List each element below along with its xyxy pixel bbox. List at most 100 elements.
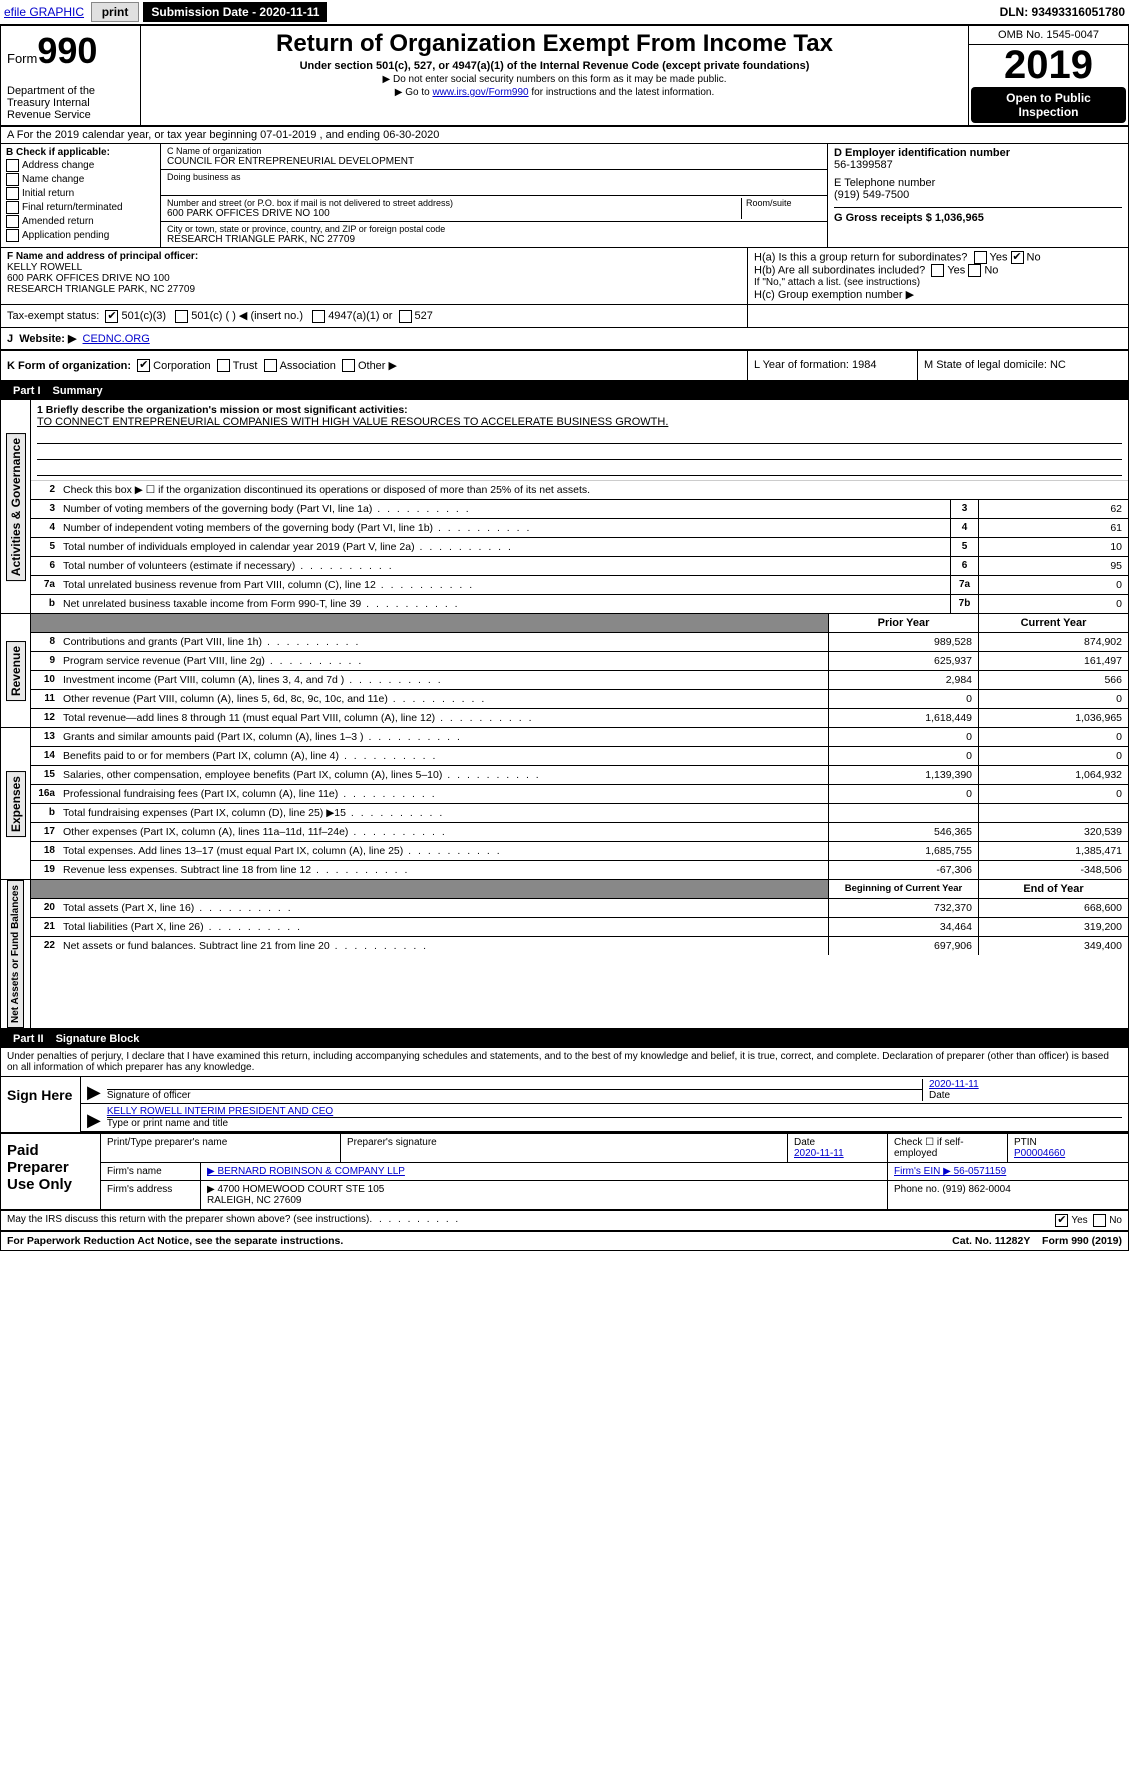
f-label: F Name and address of principal officer: bbox=[7, 251, 741, 262]
tax-year: 2019 bbox=[969, 45, 1128, 85]
hdr-prior: Prior Year bbox=[828, 614, 978, 632]
form-990: Form990 Department of the Treasury Inter… bbox=[0, 25, 1129, 1251]
name-label: C Name of organization bbox=[167, 146, 821, 156]
rev-col-hdr: Prior Year Current Year bbox=[31, 614, 1128, 633]
data-line: 20Total assets (Part X, line 16)732,3706… bbox=[31, 899, 1128, 918]
data-line: 9Program service revenue (Part VIII, lin… bbox=[31, 652, 1128, 671]
open-inspection: Open to Public Inspection bbox=[971, 87, 1126, 123]
chk-corp[interactable] bbox=[137, 359, 150, 372]
gov-line: 5Total number of individuals employed in… bbox=[31, 538, 1128, 557]
discuss-yes[interactable] bbox=[1055, 1214, 1068, 1227]
gov-line: 7aTotal unrelated business revenue from … bbox=[31, 576, 1128, 595]
hb: H(b) Are all subordinates included? Yes … bbox=[754, 264, 1122, 277]
firm-city: RALEIGH, NC 27609 bbox=[207, 1195, 302, 1206]
vtab-gov: Activities & Governance bbox=[6, 433, 26, 581]
form-header: Form990 Department of the Treasury Inter… bbox=[1, 26, 1128, 127]
col-b: B Check if applicable: Address change Na… bbox=[1, 144, 161, 247]
chk-pending[interactable]: Application pending bbox=[6, 229, 155, 242]
sig-date[interactable]: 2020-11-11 bbox=[929, 1079, 979, 1090]
mission-text: TO CONNECT ENTREPRENEURIAL COMPANIES WIT… bbox=[37, 416, 1122, 428]
col-c: C Name of organization COUNCIL FOR ENTRE… bbox=[161, 144, 828, 247]
data-line: 17Other expenses (Part IX, column (A), l… bbox=[31, 823, 1128, 842]
mission-block: 1 Briefly describe the organization's mi… bbox=[31, 400, 1128, 481]
website-link[interactable]: CEDNC.ORG bbox=[83, 333, 150, 345]
prep-date[interactable]: 2020-11-11 bbox=[794, 1148, 844, 1159]
cat-no: Cat. No. 11282Y bbox=[952, 1235, 1030, 1247]
k-label: K Form of organization: bbox=[7, 360, 131, 372]
ptin[interactable]: P00004660 bbox=[1014, 1148, 1065, 1159]
hdr-end: End of Year bbox=[978, 880, 1128, 898]
form-subtitle: Under section 501(c), 527, or 4947(a)(1)… bbox=[149, 60, 960, 72]
data-line: 14Benefits paid to or for members (Part … bbox=[31, 747, 1128, 766]
firm-addr: ▶ 4700 HOMEWOOD COURT STE 105 bbox=[207, 1184, 384, 1195]
part1-title: Summary bbox=[53, 385, 103, 397]
note2-pre: ▶ Go to bbox=[395, 87, 433, 98]
data-line: 13Grants and similar amounts paid (Part … bbox=[31, 728, 1128, 747]
mission-label: 1 Briefly describe the organization's mi… bbox=[37, 404, 1122, 416]
phone-label: E Telephone number bbox=[834, 177, 935, 189]
gov-line: 4Number of independent voting members of… bbox=[31, 519, 1128, 538]
sign-here-row: Sign Here ▶ Signature of officer 2020-11… bbox=[1, 1077, 1128, 1133]
sig-arrow-icon: ▶ bbox=[87, 1083, 101, 1101]
firm-addr-lbl: Firm's address bbox=[101, 1181, 201, 1209]
data-line: 16aProfessional fundraising fees (Part I… bbox=[31, 785, 1128, 804]
chk-trust[interactable] bbox=[217, 359, 230, 372]
chk-amended[interactable]: Amended return bbox=[6, 215, 155, 228]
block-bcd: B Check if applicable: Address change Na… bbox=[1, 144, 1128, 248]
chk-501c3[interactable] bbox=[105, 310, 118, 323]
data-line: 21Total liabilities (Part X, line 26)34,… bbox=[31, 918, 1128, 937]
data-line: 12Total revenue—add lines 8 through 11 (… bbox=[31, 709, 1128, 727]
section-netassets: Net Assets or Fund Balances Beginning of… bbox=[1, 880, 1128, 1030]
lbl-501c: 501(c) ( ) ◀ (insert no.) bbox=[191, 310, 303, 322]
data-line: 10Investment income (Part VIII, column (… bbox=[31, 671, 1128, 690]
part1-label: Part I bbox=[7, 385, 47, 397]
self-emp: Check ☐ if self-employed bbox=[888, 1134, 1008, 1162]
ha: H(a) Is this a group return for subordin… bbox=[754, 251, 1122, 264]
firm-ein[interactable]: Firm's EIN ▶ 56-0571159 bbox=[894, 1166, 1006, 1177]
sign-here-label: Sign Here bbox=[1, 1077, 81, 1132]
form-ref: Form 990 (2019) bbox=[1042, 1235, 1122, 1247]
data-line: 15Salaries, other compensation, employee… bbox=[31, 766, 1128, 785]
year-formation: L Year of formation: 1984 bbox=[748, 351, 918, 381]
city-label: City or town, state or province, country… bbox=[167, 224, 821, 234]
chk-name[interactable]: Name change bbox=[6, 173, 155, 186]
print-button[interactable]: print bbox=[91, 2, 140, 22]
prep-sig-hdr: Preparer's signature bbox=[341, 1134, 788, 1162]
note2-post: for instructions and the latest informat… bbox=[529, 87, 715, 98]
chk-initial[interactable]: Initial return bbox=[6, 187, 155, 200]
chk-address[interactable]: Address change bbox=[6, 159, 155, 172]
firm-name[interactable]: ▶ BERNARD ROBINSON & COMPANY LLP bbox=[207, 1166, 405, 1177]
part2-header: Part II Signature Block bbox=[1, 1030, 1128, 1048]
chk-501c[interactable] bbox=[175, 310, 188, 323]
row-tax-exempt: Tax-exempt status: 501(c)(3) 501(c) ( ) … bbox=[1, 305, 1128, 328]
row-a: A For the 2019 calendar year, or tax yea… bbox=[1, 127, 1128, 144]
efile-link[interactable]: efile GRAPHIC bbox=[4, 5, 84, 19]
state-domicile: M State of legal domicile: NC bbox=[918, 351, 1128, 381]
dba-label: Doing business as bbox=[167, 172, 821, 182]
irs-link[interactable]: www.irs.gov/Form990 bbox=[432, 87, 528, 98]
chk-527[interactable] bbox=[399, 310, 412, 323]
discuss-text: May the IRS discuss this return with the… bbox=[7, 1214, 369, 1227]
part2-title: Signature Block bbox=[56, 1033, 140, 1045]
ptin-hdr: PTIN bbox=[1014, 1137, 1037, 1148]
discuss-no[interactable] bbox=[1093, 1214, 1106, 1227]
chk-assoc[interactable] bbox=[264, 359, 277, 372]
submission-date: Submission Date - 2020-11-11 bbox=[143, 2, 327, 22]
chk-other[interactable] bbox=[342, 359, 355, 372]
org-name: COUNCIL FOR ENTREPRENEURIAL DEVELOPMENT bbox=[167, 156, 821, 167]
chk-final[interactable]: Final return/terminated bbox=[6, 201, 155, 214]
lbl-other: Other ▶ bbox=[358, 360, 397, 372]
data-line: 22Net assets or fund balances. Subtract … bbox=[31, 937, 1128, 955]
paid-preparer-row: Paid Preparer Use Only Print/Type prepar… bbox=[1, 1133, 1128, 1210]
form-number: 990 bbox=[37, 30, 97, 71]
data-line: 19Revenue less expenses. Subtract line 1… bbox=[31, 861, 1128, 879]
discuss-yes-lbl: Yes bbox=[1071, 1215, 1087, 1226]
officer-printed[interactable]: KELLY ROWELL INTERIM PRESIDENT AND CEO bbox=[107, 1106, 333, 1117]
col-b-label: B Check if applicable: bbox=[6, 147, 155, 158]
chk-4947[interactable] bbox=[312, 310, 325, 323]
note-link: ▶ Go to www.irs.gov/Form990 for instruct… bbox=[149, 87, 960, 98]
org-city: RESEARCH TRIANGLE PARK, NC 27709 bbox=[167, 234, 821, 245]
name-lbl: Type or print name and title bbox=[107, 1118, 228, 1129]
discuss-no-lbl: No bbox=[1109, 1215, 1122, 1226]
sig-officer-lbl: Signature of officer bbox=[107, 1090, 191, 1101]
